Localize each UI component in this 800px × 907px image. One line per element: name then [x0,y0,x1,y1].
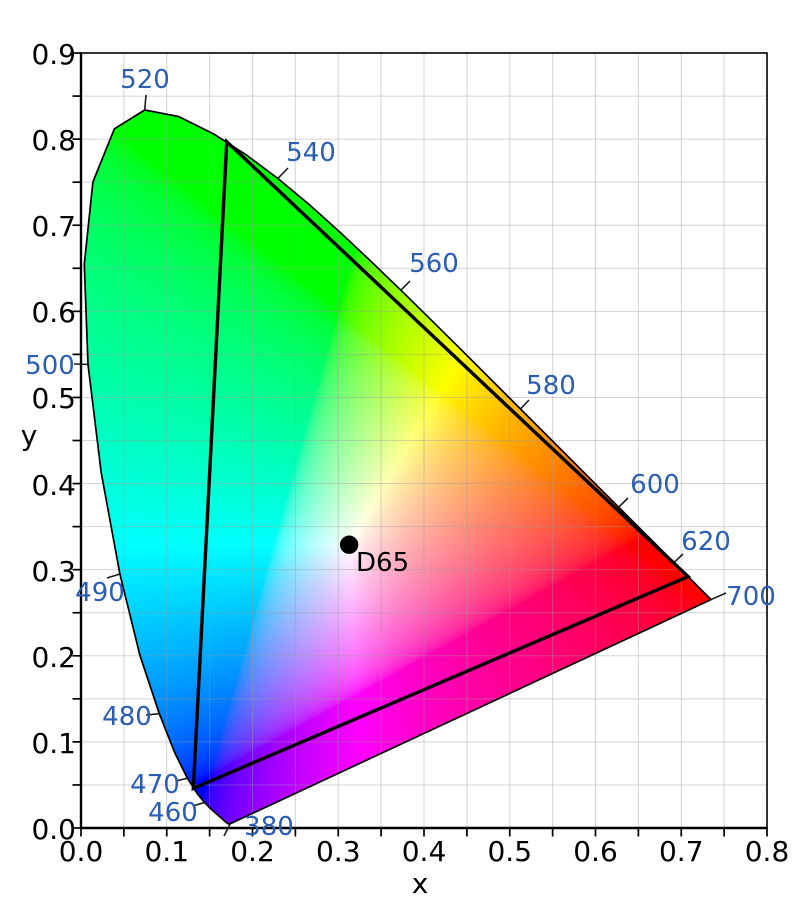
wavelength-label-540: 540 [286,138,336,168]
wavelength-label-600: 600 [630,470,680,500]
x-tick-label-0.7: 0.7 [658,835,704,868]
wavelength-tick-380 [223,823,232,837]
y-tick-label-0.5: 0.5 [31,382,76,416]
y-tick-label-0.4: 0.4 [31,468,76,502]
y-tick-label-0.0: 0.0 [31,813,76,846]
wavelength-tick-480 [145,712,160,716]
x-tick-label-0.3: 0.3 [315,835,361,868]
x-tick-label-0.5: 0.5 [487,835,533,868]
x-tick-label-0.8: 0.8 [744,835,790,868]
wavelength-label-560: 560 [409,249,459,279]
x-tick-label-0.2: 0.2 [230,835,275,868]
gamut-triangle [191,137,692,792]
wavelength-tick-540 [277,167,289,180]
y-tick-label-0.3: 0.3 [31,554,76,588]
x-tick-label-0.0: 0.0 [58,835,104,868]
y-axis-title: y [20,419,38,452]
y-tick-label-0.8: 0.8 [31,124,76,158]
wavelength-label-700: 700 [726,582,776,612]
wavelength-tick-460 [192,801,205,807]
x-axis-title: x [411,867,429,900]
y-tick-label-0.2: 0.2 [31,640,76,674]
wavelength-label-480: 480 [102,702,152,732]
wavelength-tick-600 [618,497,629,508]
y-tick-label-0.7: 0.7 [31,210,76,244]
d65-white-point-label: D65 [356,548,410,578]
wavelength-label-620: 620 [681,527,731,557]
d65-white-point [339,535,359,554]
wavelength-tick-490 [106,573,121,579]
spectral-locus-outline [83,109,712,825]
wavelength-tick-620 [673,553,684,564]
wavelength-tick-700 [710,592,727,601]
wavelength-label-500: 500 [25,351,75,381]
wavelength-label-460: 460 [148,798,198,828]
x-tick-label-0.6: 0.6 [573,835,618,868]
y-tick-label-0.9: 0.9 [31,38,76,71]
wavelength-tick-560 [400,280,411,291]
x-tick-label-0.4: 0.4 [401,835,447,868]
wavelength-label-580: 580 [526,371,576,401]
wavelength-label-380: 380 [244,812,294,842]
wavelength-tick-520 [143,94,147,111]
wavelength-label-490: 490 [75,578,125,608]
y-tick-label-0.6: 0.6 [31,296,76,330]
wavelength-label-470: 470 [130,770,180,800]
wavelength-tick-470 [175,777,188,782]
y-tick-label-0.1: 0.1 [31,726,76,760]
wavelength-label-520: 520 [120,65,170,95]
wavelength-tick-580 [519,399,530,410]
x-tick-label-0.1: 0.1 [144,835,190,868]
